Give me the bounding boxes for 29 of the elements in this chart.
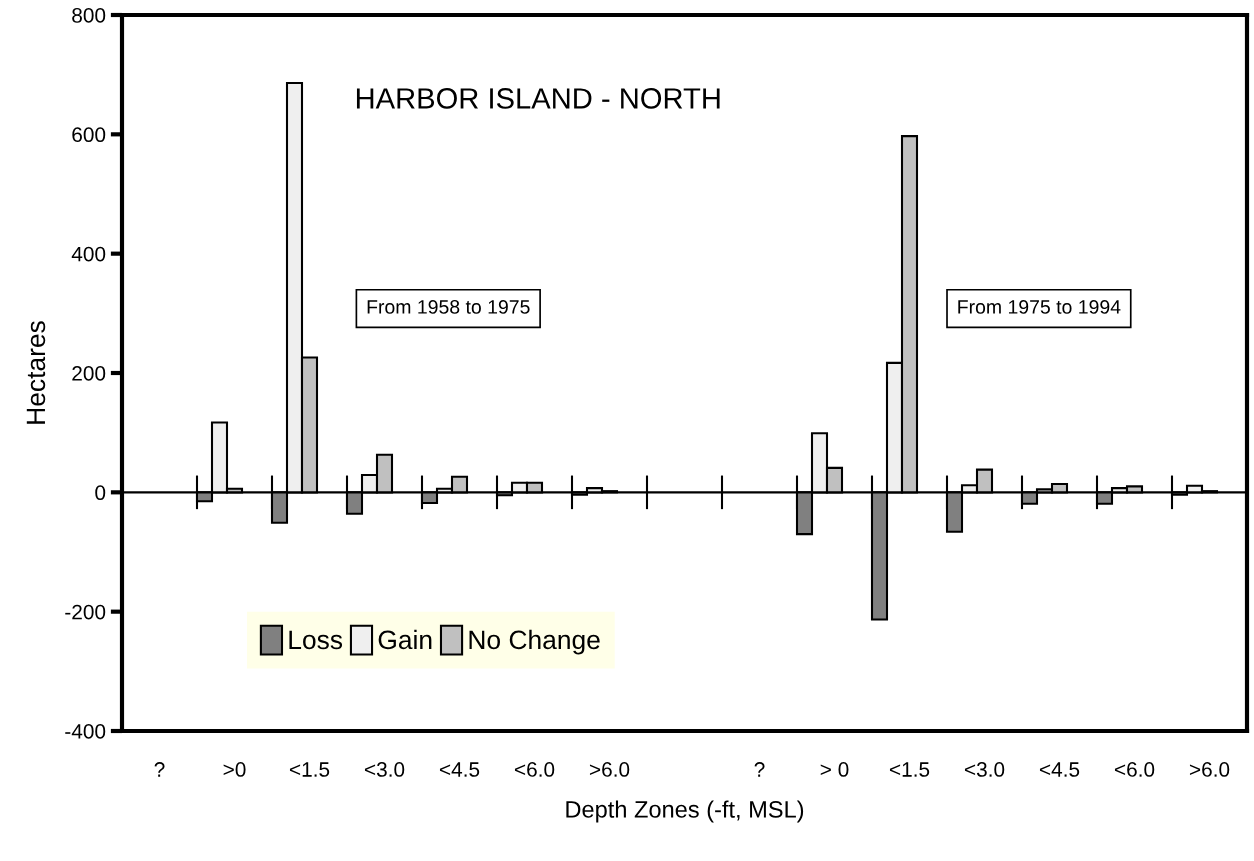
y-axis-title: Hectares — [26, 321, 46, 424]
annotation: From 1958 to 1975 — [367, 300, 530, 314]
x-tick-label: <4.5 — [439, 762, 480, 777]
x-tick-label: > 0 — [820, 762, 849, 777]
legend-label: Loss — [289, 630, 343, 650]
legend-label: No Change — [469, 629, 600, 655]
x-axis-title: Depth Zones (-ft, MSL) — [566, 800, 804, 823]
legend-label: Gain — [378, 629, 432, 650]
annotation: From 1975 to 1994 — [958, 300, 1121, 314]
x-tick-label: <4.5 — [1039, 762, 1080, 777]
x-tick-label: <6.0 — [1114, 762, 1155, 777]
text: HARBOR ISLAND - NORTH — [356, 88, 720, 109]
y-tick-label: 800 — [72, 8, 106, 23]
x-tick-label: <1.5 — [289, 762, 330, 777]
x-tick-label: <1.5 — [889, 762, 930, 777]
x-tick-label: <6.0 — [514, 762, 555, 777]
x-tick-label: >6.0 — [589, 762, 630, 777]
x-tick-label: >0 — [223, 762, 246, 777]
x-tick-label: ? — [754, 762, 765, 777]
y-tick-label: 0 — [95, 485, 106, 501]
y-tick-label: -200 — [65, 604, 106, 620]
y-tick-label: 600 — [72, 127, 106, 143]
x-tick-label: <3.0 — [364, 762, 405, 777]
x-tick-label: <3.0 — [964, 762, 1005, 777]
y-tick-label: 400 — [71, 246, 106, 262]
x-tick-label: ? — [154, 762, 165, 777]
x-tick-label: >6.0 — [1189, 762, 1230, 777]
y-tick-label: 200 — [72, 366, 106, 381]
y-tick-label: -400 — [65, 724, 106, 739]
